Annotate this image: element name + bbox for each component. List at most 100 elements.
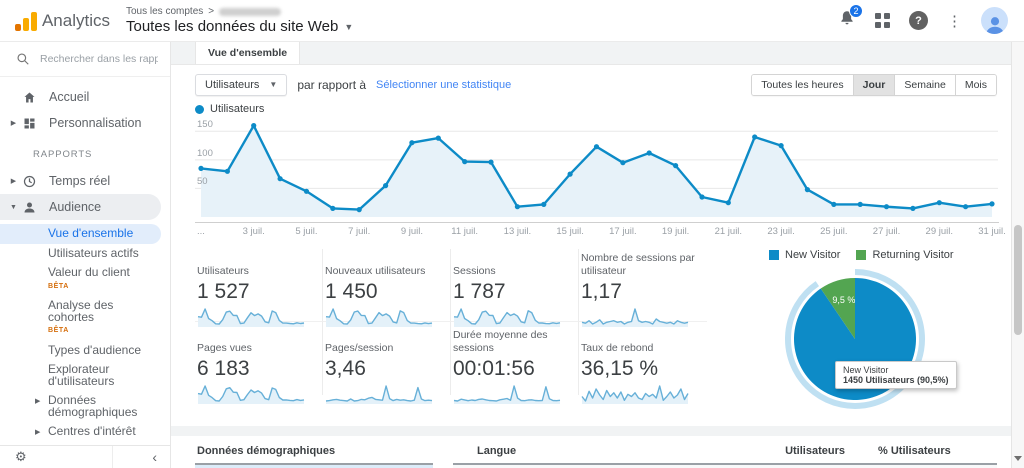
sparkline: [325, 385, 433, 404]
sidebar-footer: ⚙ ‹: [0, 445, 170, 468]
person-icon: [985, 17, 1004, 34]
chart-plot-area: 50 100 150: [195, 117, 999, 222]
breadcrumb: Tous les comptes >: [126, 6, 353, 17]
sidebar-item-accueil[interactable]: Accueil: [0, 84, 170, 110]
sidebar-item-types-daudience[interactable]: Types d'audience: [48, 342, 142, 357]
scorecard-pages-session[interactable]: Pages/session 3,46: [323, 322, 451, 404]
notifications-button[interactable]: 2: [838, 4, 863, 32]
avatar[interactable]: [981, 7, 1008, 34]
vs-label: par rapport à: [297, 77, 367, 92]
audience-sub-list: Vue d'ensemble Utilisateurs actifs Valeu…: [0, 224, 170, 468]
table-row: 1. fr-fr 1 060 69,33 %: [453, 465, 997, 468]
x-tick-label: 15 juil.: [556, 226, 584, 237]
brand: Analytics: [14, 11, 110, 31]
sidebar-item-donnees-demographiques[interactable]: ▶ Données démographiques: [35, 393, 138, 419]
x-tick-label: 17 juil.: [609, 226, 637, 237]
svg-text:9,5 %: 9,5 %: [832, 295, 855, 305]
vertical-scrollbar[interactable]: [1011, 42, 1024, 468]
scorecard-sessions-par-utilisateur[interactable]: Nombre de sessions par utilisateur 1,17: [579, 249, 707, 327]
gear-icon[interactable]: ⚙: [15, 449, 27, 465]
person-icon: [22, 199, 38, 215]
dimension-langue[interactable]: Langue ▶: [195, 465, 433, 468]
time-btn-semaine[interactable]: Semaine: [894, 74, 955, 95]
kebab-menu-button[interactable]: ⋮: [947, 12, 962, 30]
time-btn-mois[interactable]: Mois: [954, 74, 996, 95]
sidebar-nav: Accueil ▶ Personnalisation RAPPORTS ▶ Te…: [0, 77, 170, 468]
chevron-down-icon: ▼: [269, 80, 278, 89]
breadcrumb-accounts: Tous les comptes: [126, 6, 204, 17]
scorecard-taux-de-rebond[interactable]: Taux de rebond 36,15 %: [579, 322, 707, 404]
sparkline: [453, 385, 561, 404]
sidebar-item-audience[interactable]: ▼ Audience: [0, 194, 161, 220]
x-tick-label: 3 juil.: [242, 226, 265, 237]
notifications-badge: 2: [849, 4, 863, 18]
sparkline: [325, 308, 433, 327]
select-stat-link[interactable]: Sélectionner une statistique: [376, 78, 512, 91]
x-tick-label: 19 juil.: [661, 226, 690, 237]
sidebar-item-valeur-du-client[interactable]: Valeur du client BÊTA: [0, 263, 170, 296]
x-tick-label: 21 juil.: [714, 226, 743, 237]
legend-dot-icon: [195, 104, 204, 114]
x-tick-label: ...: [197, 226, 205, 237]
analytics-logo-icon: [14, 11, 37, 31]
rapports-section-label: RAPPORTS: [33, 149, 93, 160]
report-search[interactable]: [0, 42, 170, 77]
page-title: Toutes les données du site Web: [126, 18, 339, 35]
scorecard-utilisateurs[interactable]: Utilisateurs 1 527: [195, 249, 323, 327]
summary-panels: Utilisateurs 1 527 Nouveaux utilisateurs…: [195, 249, 999, 418]
chart-legend: Utilisateurs: [195, 101, 999, 117]
chevron-right-icon: ▶: [10, 120, 17, 127]
y-tick-label: 150: [197, 119, 213, 131]
section-divider: [171, 426, 1011, 436]
sidebar-item-explorateur[interactable]: Explorateur d'utilisateurs: [48, 362, 115, 388]
collapse-sidebar-button[interactable]: ‹: [152, 449, 157, 465]
sidebar-item-temps-reel[interactable]: ▶ Temps réel: [0, 168, 170, 194]
sparkline: [197, 308, 305, 327]
y-tick-label: 50: [197, 176, 208, 188]
breadcrumb-separator: >: [208, 6, 215, 17]
scorecard-pages-vues[interactable]: Pages vues 6 183: [195, 322, 323, 404]
language-table: Langue Utilisateurs % Utilisateurs 1. fr…: [453, 445, 997, 468]
sparkline: [581, 308, 689, 327]
x-tick-label: 5 juil.: [295, 226, 318, 237]
pie-tooltip: New Visitor 1450 Utilisateurs (90,5%): [835, 361, 957, 389]
tab-strip: Vue d'ensemble: [171, 42, 1011, 65]
scorecard-duree-moyenne[interactable]: Durée moyenne des sessions 00:01:56: [451, 322, 579, 404]
scorecard-nouveaux-utilisateurs[interactable]: Nouveaux utilisateurs 1 450: [323, 249, 451, 327]
x-tick-label: 25 juil.: [820, 226, 848, 237]
sidebar-item-personnalisation[interactable]: ▶ Personnalisation: [0, 110, 170, 136]
legend-square-icon: [856, 250, 867, 260]
legend-returning-visitor: Returning Visitor: [856, 249, 954, 261]
sidebar-item-utilisateurs-actifs[interactable]: Utilisateurs actifs: [48, 245, 139, 260]
time-btn-toutes-les-heures[interactable]: Toutes les heures: [752, 74, 853, 95]
sidebar-item-analyse-des-cohortes[interactable]: Analyse des cohortes BÊTA: [0, 296, 130, 341]
x-tick-label: 7 juil.: [348, 226, 371, 237]
header-actions: 2 ? ⋮: [838, 4, 1008, 34]
apps-grid-button[interactable]: [875, 13, 890, 28]
scroll-down-icon[interactable]: [1014, 456, 1022, 461]
metric-dropdown[interactable]: Utilisateurs ▼: [195, 73, 288, 96]
tab-vue-densemble[interactable]: Vue d'ensemble: [195, 42, 301, 64]
main-layout: Accueil ▶ Personnalisation RAPPORTS ▶ Te…: [0, 42, 1024, 468]
app-header: Analytics Tous les comptes > Toutes les …: [0, 0, 1024, 42]
chevron-right-icon: ▶: [35, 398, 41, 405]
chevron-down-icon: ▼: [10, 203, 17, 211]
search-input[interactable]: [40, 53, 158, 65]
visitor-type-panel: New Visitor Returning Visitor 9,5 % New …: [769, 249, 999, 418]
sidebar-item-vue-densemble[interactable]: Vue d'ensemble: [0, 224, 161, 244]
scrollbar-thumb[interactable]: [1014, 225, 1022, 335]
scorecard-sessions[interactable]: Sessions 1 787: [451, 249, 579, 327]
sparkline: [581, 385, 689, 404]
customization-icon: [22, 115, 38, 131]
x-axis: ... 3 juil. 5 juil. 7 juil. 9 juil. 11 juil. 1…: [195, 222, 1006, 237]
demographics-title: Données démographiques: [195, 445, 433, 465]
content: Vue d'ensemble Utilisateurs ▼ par rappor…: [171, 42, 1011, 468]
time-btn-jour[interactable]: Jour: [852, 74, 895, 95]
sidebar-item-centres-dinteret[interactable]: ▶ Centres d'intérêt: [35, 424, 136, 438]
help-button[interactable]: ?: [909, 11, 928, 30]
account-switcher[interactable]: Tous les comptes > Toutes les données du…: [126, 6, 353, 35]
x-tick-label: 11 juil.: [451, 226, 479, 237]
search-icon: [17, 53, 29, 65]
line-chart-svg: [195, 123, 998, 217]
pie-legend: New Visitor Returning Visitor: [769, 249, 999, 261]
